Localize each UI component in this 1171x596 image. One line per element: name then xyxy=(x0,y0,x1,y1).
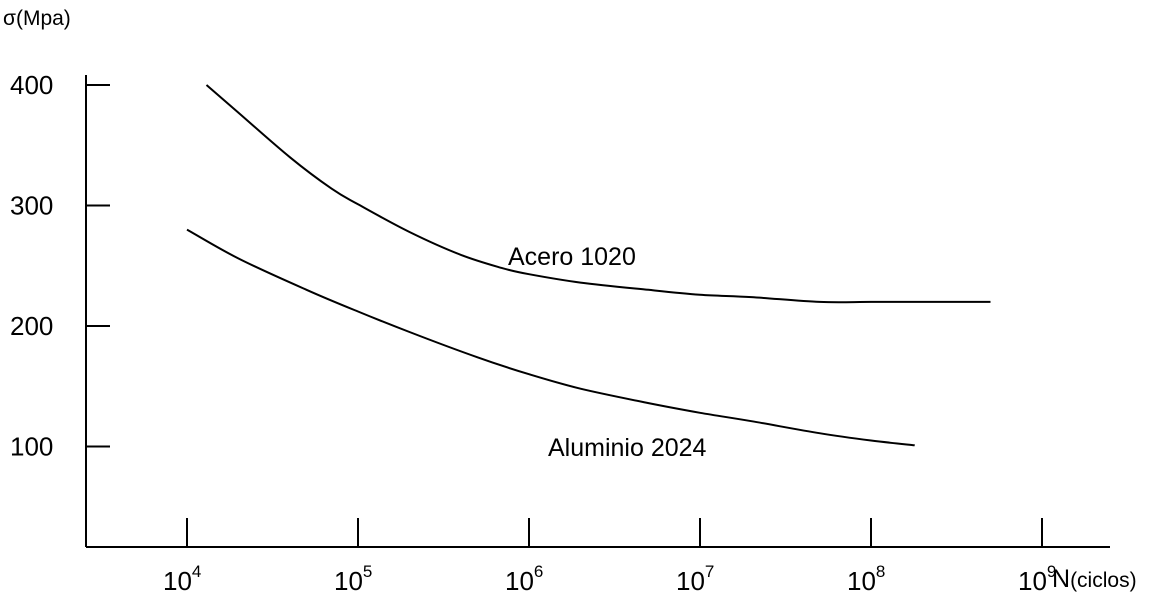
x-tick-label-base: 10 xyxy=(847,566,876,596)
series-label: Acero 1020 xyxy=(508,243,636,271)
x-tick-label-exponent: 6 xyxy=(534,562,543,581)
axes xyxy=(85,75,1110,548)
x-tick-label: 106 xyxy=(505,562,543,596)
x-axis-title: N(ciclos) xyxy=(1052,565,1137,593)
x-tick-label: 105 xyxy=(334,562,372,596)
x-tick-label-base: 10 xyxy=(334,566,363,596)
series-line-acero-1020 xyxy=(205,84,991,304)
y-tick-label: 400 xyxy=(10,70,53,100)
x-tick-label: 107 xyxy=(676,562,714,596)
x-tick-label-base: 10 xyxy=(1018,566,1047,596)
series-lines xyxy=(186,84,991,447)
x-tick-label: 109 xyxy=(1018,562,1056,596)
x-tick-label-exponent: 9 xyxy=(1047,562,1056,581)
series-label: Aluminio 2024 xyxy=(548,434,707,462)
x-tick-label-base: 10 xyxy=(505,566,534,596)
series-line-aluminio-2024 xyxy=(186,228,915,447)
x-tick-label-exponent: 7 xyxy=(705,562,714,581)
x-tick-label-base: 10 xyxy=(163,566,192,596)
x-tick-label-exponent: 5 xyxy=(363,562,372,581)
y-tick-label: 300 xyxy=(10,191,53,221)
x-tick-label-exponent: 4 xyxy=(192,562,201,581)
x-tick-label: 104 xyxy=(163,562,201,596)
x-axis-title-unit: (ciclos) xyxy=(1070,569,1137,592)
x-axis-title-main: N xyxy=(1052,565,1070,593)
x-tick-label-exponent: 8 xyxy=(876,562,885,581)
y-axis-title: σ(Mpa) xyxy=(3,7,71,30)
x-tick-label-base: 10 xyxy=(676,566,705,596)
y-tick-label: 100 xyxy=(10,432,53,462)
x-tick-label: 108 xyxy=(847,562,885,596)
ticks xyxy=(86,84,1043,547)
y-tick-label: 200 xyxy=(10,311,53,341)
